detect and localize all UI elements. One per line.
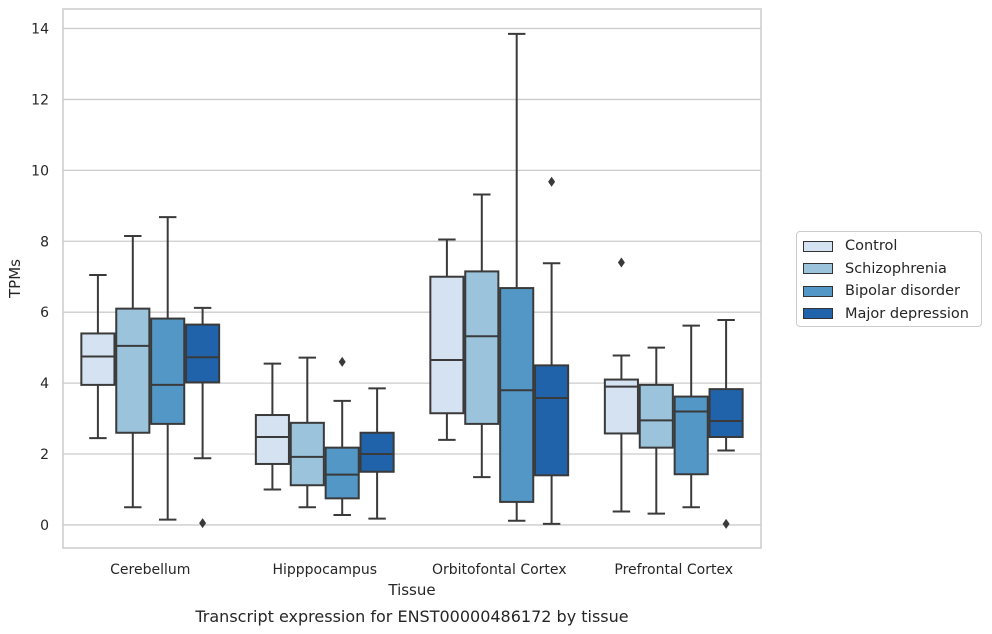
chart-caption: Transcript expression for ENST0000048617… bbox=[194, 607, 628, 626]
y-tick-labels: 0 2 4 6 8 10 12 14 bbox=[31, 22, 49, 534]
legend-item-major-depression: Major depression bbox=[803, 303, 981, 326]
y-tick-label: 0 bbox=[40, 518, 49, 534]
box-0-2 bbox=[150, 216, 186, 521]
box-iqr bbox=[534, 364, 570, 477]
y-tick-label: 12 bbox=[31, 92, 49, 108]
y-tick-label: 4 bbox=[40, 376, 49, 392]
box-iqr bbox=[429, 275, 465, 415]
box-iqr bbox=[464, 270, 500, 425]
x-tick-label: Cerebellum bbox=[110, 562, 190, 578]
box-iqr bbox=[185, 323, 221, 384]
box-iqr bbox=[638, 383, 674, 449]
box-2-1 bbox=[464, 193, 500, 479]
box-iqr bbox=[115, 307, 151, 434]
box-0-1 bbox=[115, 234, 151, 509]
y-tick-label: 6 bbox=[40, 305, 49, 321]
legend-swatch bbox=[803, 308, 833, 320]
box-iqr bbox=[359, 431, 395, 473]
x-tick-label: Orbitofontal Cortex bbox=[432, 562, 567, 578]
box-1-0 bbox=[254, 362, 290, 491]
legend-label: Major depression bbox=[845, 305, 969, 322]
box-iqr bbox=[289, 421, 325, 487]
box-iqr bbox=[80, 332, 116, 386]
legend: Control Schizophrenia Bipolar disorder M… bbox=[796, 231, 982, 327]
box-3-1 bbox=[638, 346, 674, 515]
y-axis-label: TPMs bbox=[6, 259, 24, 299]
legend-swatch bbox=[803, 263, 833, 275]
x-axis-label: Tissue bbox=[387, 581, 435, 599]
box-iqr bbox=[708, 388, 744, 439]
outlier-point bbox=[617, 257, 625, 268]
legend-item-bipolar-disorder: Bipolar disorder bbox=[803, 280, 981, 303]
y-tick-label: 8 bbox=[40, 234, 49, 250]
y-tick-label: 2 bbox=[40, 447, 49, 463]
plot-frame bbox=[62, 8, 762, 549]
box-iqr bbox=[499, 287, 535, 503]
legend-swatch bbox=[803, 240, 833, 252]
box-iqr bbox=[324, 446, 360, 500]
box-iqr bbox=[603, 378, 639, 435]
legend-item-schizophrenia: Schizophrenia bbox=[803, 258, 981, 281]
box-1-2 bbox=[324, 356, 360, 517]
box-3-3 bbox=[708, 318, 744, 529]
x-tick-label: Hipppocampus bbox=[272, 562, 377, 578]
box-3-0 bbox=[603, 257, 639, 513]
box-3-2 bbox=[673, 324, 709, 509]
outlier-point bbox=[199, 518, 207, 529]
box-2-3 bbox=[534, 176, 570, 525]
box-2-0 bbox=[429, 238, 465, 441]
outlier-point bbox=[338, 356, 346, 367]
box-iqr bbox=[254, 414, 290, 465]
box-0-3 bbox=[185, 306, 221, 529]
box-1-1 bbox=[289, 356, 325, 509]
box-2-2 bbox=[499, 32, 535, 522]
legend-swatch bbox=[803, 285, 833, 297]
legend-label: Bipolar disorder bbox=[845, 283, 960, 300]
outlier-point bbox=[722, 518, 730, 529]
legend-item-control: Control bbox=[803, 235, 981, 258]
x-tick-label: Prefrontal Cortex bbox=[614, 562, 733, 578]
outlier-point bbox=[548, 176, 556, 187]
box-1-3 bbox=[359, 387, 395, 520]
y-tick-label: 10 bbox=[31, 163, 49, 179]
box-0-0 bbox=[80, 273, 116, 440]
legend-label: Schizophrenia bbox=[845, 260, 947, 277]
box-groups bbox=[80, 32, 744, 529]
box-iqr bbox=[150, 317, 186, 425]
x-tick-labels: Cerebellum Hipppocampus Orbitofontal Corte… bbox=[110, 562, 733, 578]
y-tick-label: 14 bbox=[31, 22, 49, 38]
legend-label: Control bbox=[845, 238, 898, 255]
box-iqr bbox=[673, 395, 709, 476]
